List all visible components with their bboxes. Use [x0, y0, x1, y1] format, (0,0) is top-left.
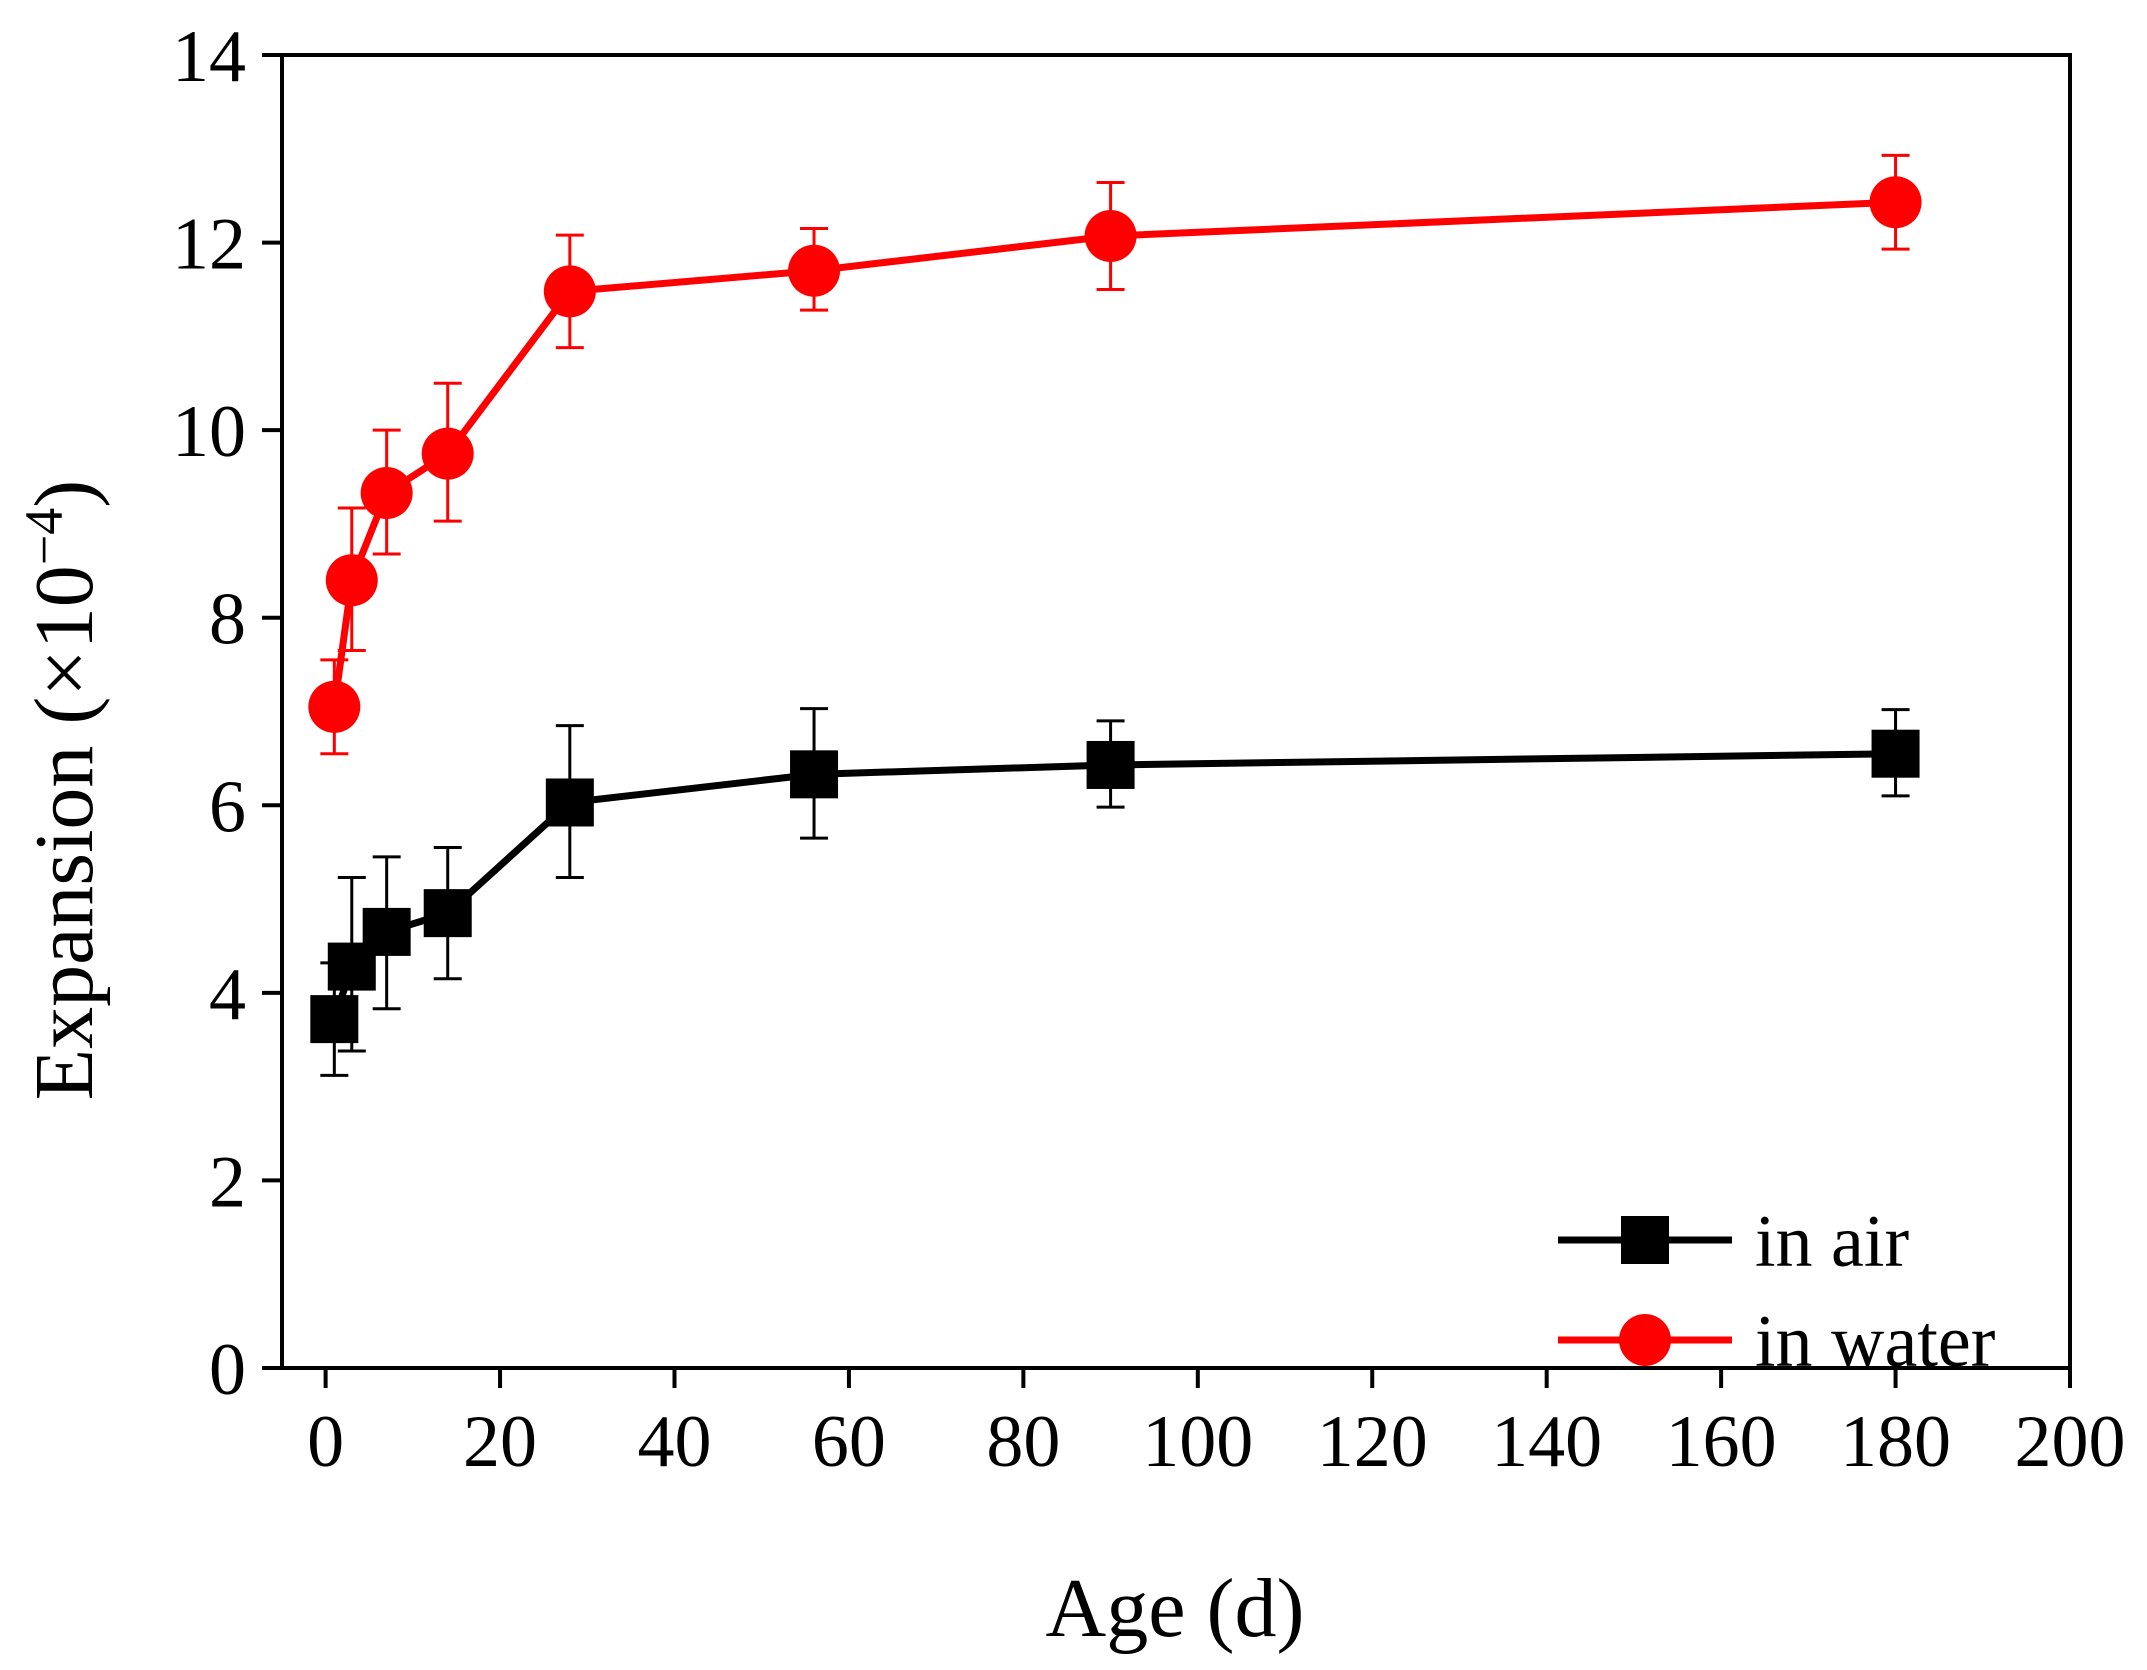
legend-marker-square — [1621, 1216, 1669, 1264]
x-tick-label: 120 — [1317, 1401, 1428, 1483]
legend-item-in-air: in air — [1558, 1201, 1909, 1283]
series-in-water — [308, 153, 1922, 756]
y-tick-label: 6 — [209, 766, 246, 848]
y-axis-label-exponent: −4 — [14, 508, 74, 565]
data-point-square — [545, 778, 594, 827]
y-tick-label: 0 — [209, 1329, 246, 1411]
x-tick-label: 80 — [986, 1401, 1060, 1483]
x-tick-label: 180 — [1840, 1401, 1951, 1483]
axes: 0 20 40 60 80 100 120 140 160 180 200 0 2 4 6 8 10 12 14 — [172, 16, 2126, 1483]
y-tick-label: 14 — [172, 16, 246, 98]
data-point-circle — [1084, 210, 1137, 263]
data-point-square — [790, 750, 839, 799]
x-axis-label: Age (d) — [1046, 1562, 1305, 1655]
data-point-circle — [325, 554, 378, 607]
x-tick-label: 60 — [812, 1401, 886, 1483]
plot-frame — [280, 53, 2072, 1370]
y-axis-label-main: Expansion (×10 — [18, 565, 111, 1100]
data-point-circle — [543, 265, 596, 318]
y-axis-label: Expansion (×10−4) — [14, 480, 111, 1100]
legend-item-in-water: in water — [1558, 1301, 1995, 1383]
data-point-circle — [1869, 176, 1922, 229]
legend-marker-circle — [1619, 1314, 1671, 1366]
legend-label: in water — [1755, 1301, 1995, 1383]
x-tick-label: 20 — [463, 1401, 537, 1483]
legend-label: in air — [1755, 1201, 1909, 1283]
data-point-square — [423, 889, 472, 938]
y-tick-label: 12 — [172, 204, 246, 286]
y-tick-label: 10 — [172, 391, 246, 473]
data-point-circle — [360, 466, 413, 519]
data-point-square — [1871, 729, 1920, 778]
data-point-square — [310, 995, 359, 1044]
x-tick-label: 200 — [2015, 1401, 2126, 1483]
data-point-circle — [308, 680, 361, 733]
x-tick-label: 0 — [307, 1401, 344, 1483]
series-layer — [308, 153, 1922, 1077]
x-tick-label: 140 — [1491, 1401, 1602, 1483]
legend: in air in water — [1558, 1201, 1995, 1383]
x-tick-label: 160 — [1666, 1401, 1777, 1483]
x-tick-label: 40 — [637, 1401, 711, 1483]
y-axis-label-close: ) — [18, 480, 111, 508]
y-tick-label: 8 — [209, 579, 246, 661]
data-point-square — [362, 907, 411, 956]
y-tick-label: 2 — [209, 1141, 246, 1223]
data-point-square — [1086, 740, 1135, 789]
data-point-circle — [788, 244, 841, 297]
data-point-circle — [421, 427, 474, 480]
x-tick-label: 100 — [1142, 1401, 1253, 1483]
y-tick-label: 4 — [209, 954, 246, 1036]
series-in-air — [310, 707, 1920, 1077]
